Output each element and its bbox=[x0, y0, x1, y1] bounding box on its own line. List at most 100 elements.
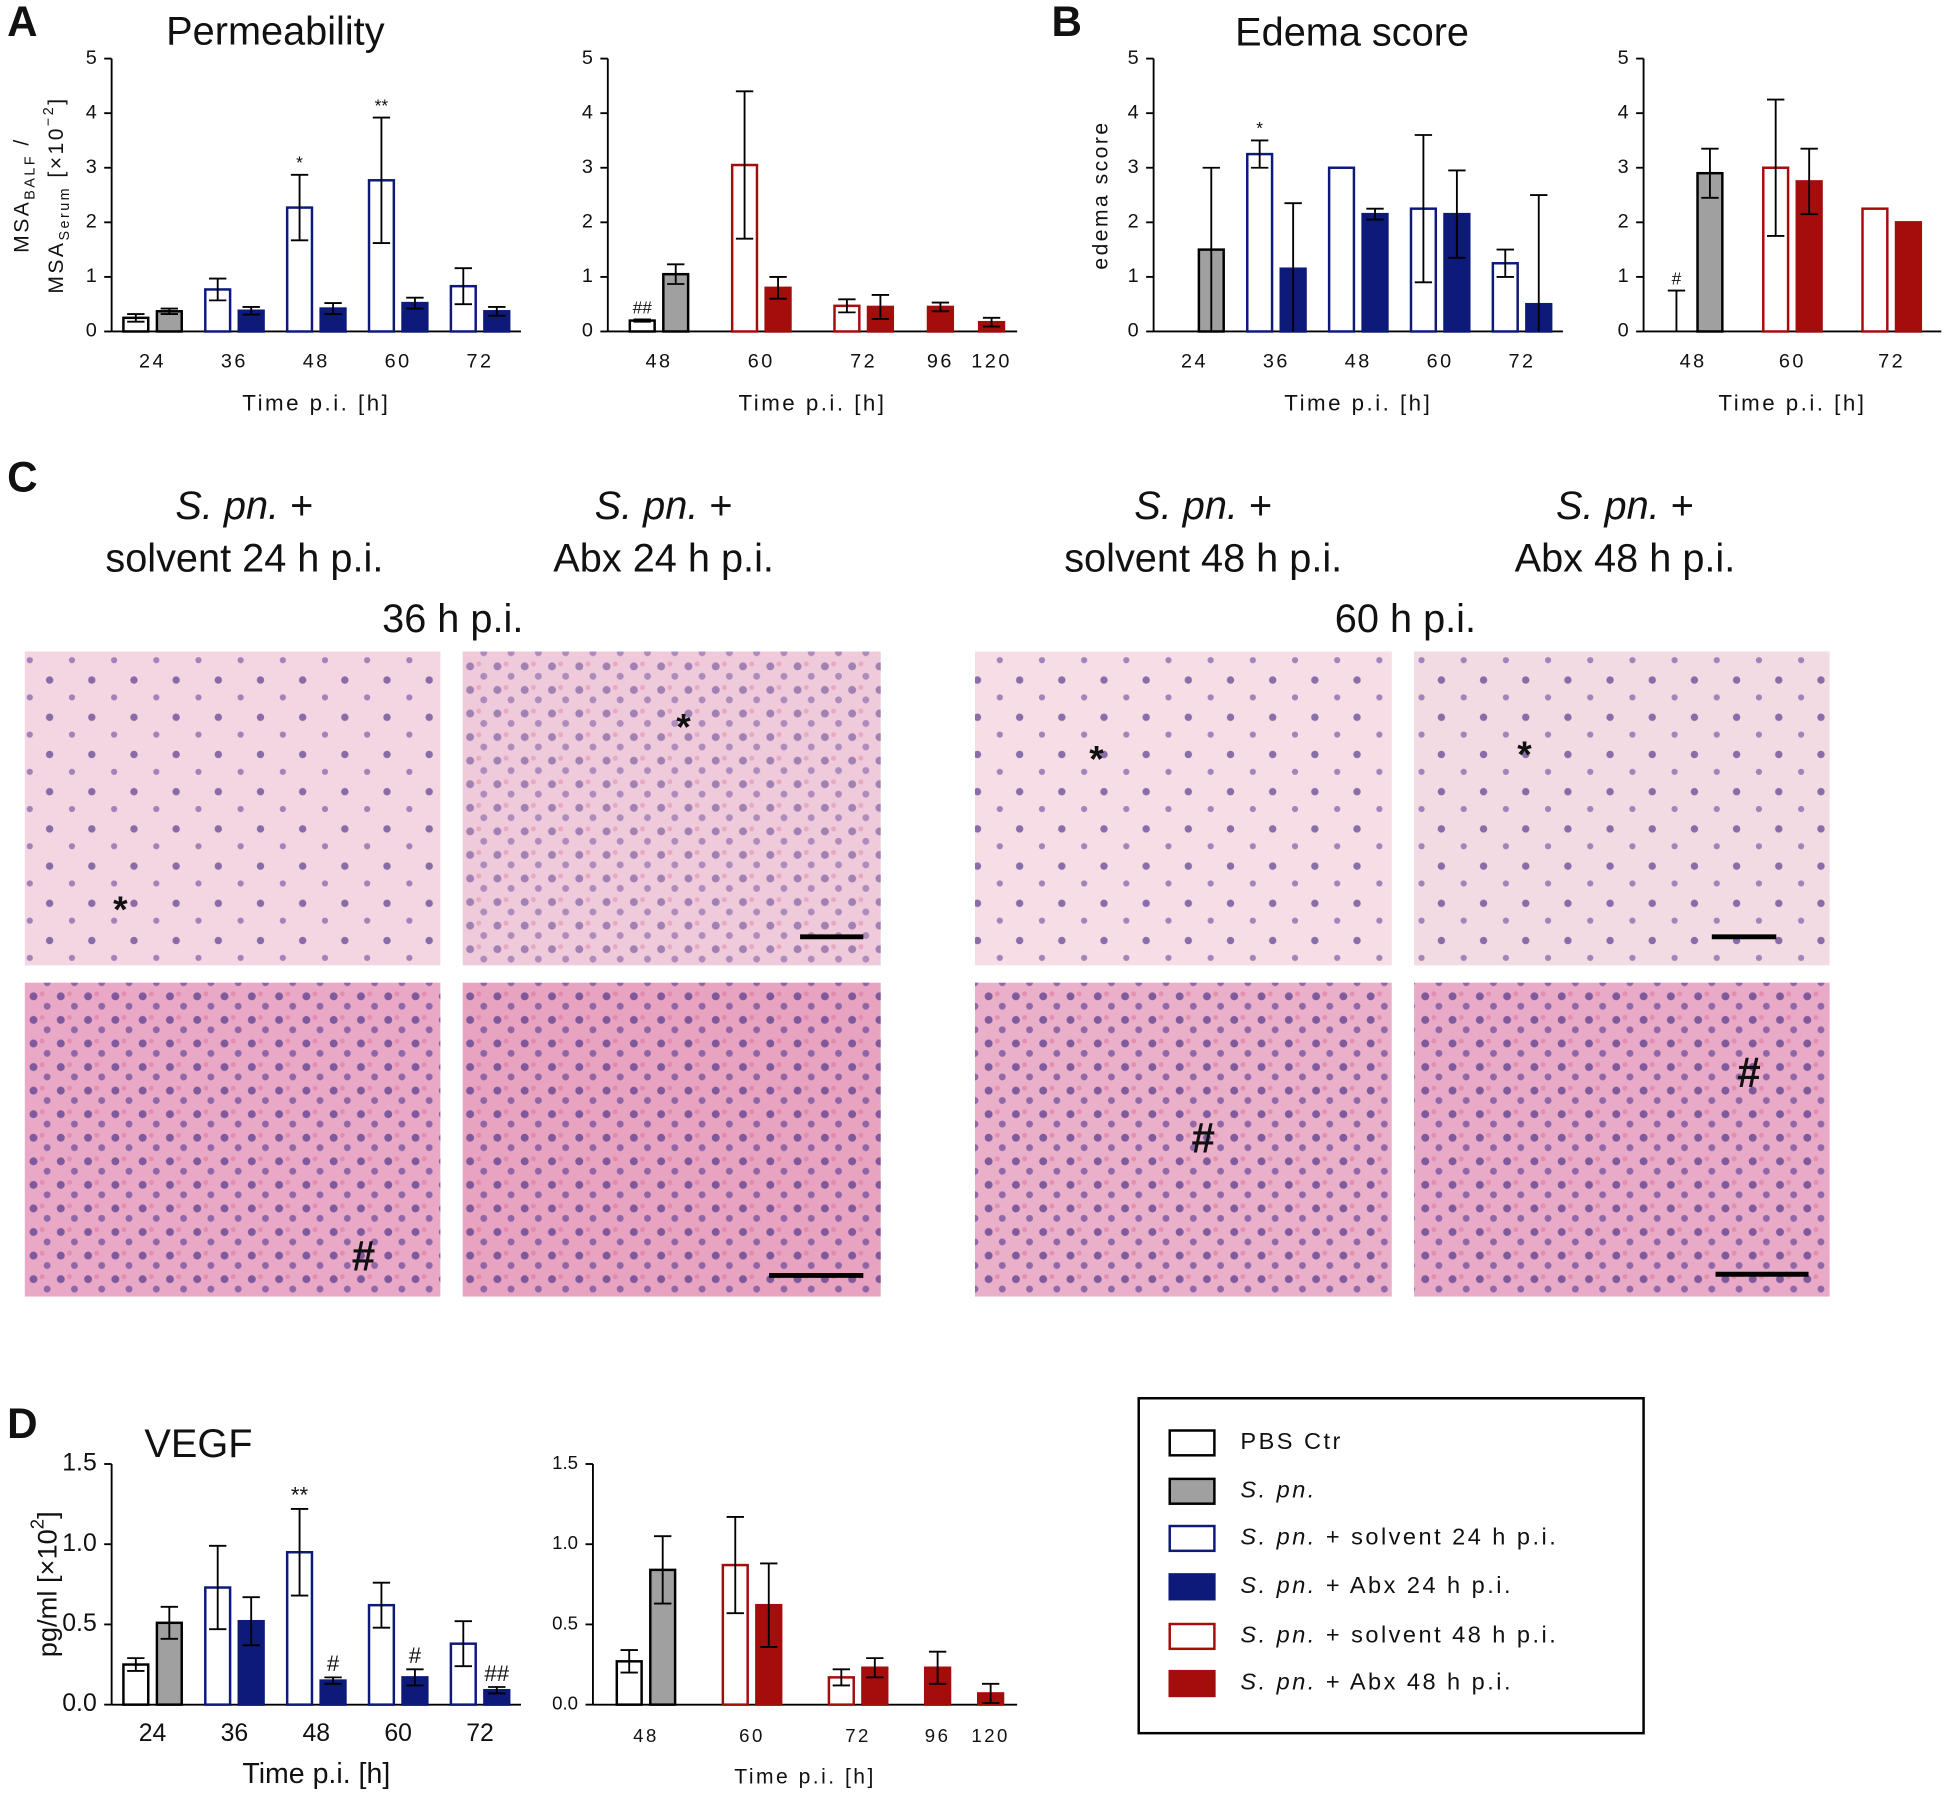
panel-letter: A bbox=[7, 0, 37, 45]
x-tick-label: 60 bbox=[1779, 351, 1806, 373]
significance-label: ** bbox=[291, 1483, 309, 1508]
text-part: [×10 bbox=[45, 126, 68, 186]
text-part: / bbox=[10, 137, 33, 154]
text-line: pg/ml [×102​] bbox=[27, 1511, 63, 1657]
text-part: PBS Ctr bbox=[1240, 1428, 1342, 1454]
text-part: S. pn. bbox=[1240, 1572, 1316, 1598]
legend-box bbox=[1137, 1397, 1645, 1735]
text-line: MSABALF​ / bbox=[10, 137, 38, 253]
significance-label: # bbox=[409, 1643, 422, 1668]
x-tick-label: 36 bbox=[221, 351, 248, 373]
y-tick-label: 0 bbox=[1128, 320, 1139, 342]
y-tick-label: 2 bbox=[582, 211, 593, 233]
text-line: edema score bbox=[1089, 120, 1112, 269]
text-part: + solvent 24 h p.i. bbox=[1317, 1524, 1558, 1550]
bar bbox=[1443, 212, 1471, 333]
bar bbox=[1246, 152, 1274, 333]
histology-texture bbox=[24, 982, 441, 1297]
text-line: S. pn. bbox=[1240, 1477, 1316, 1503]
x-axis-label: Time p.i. [h] bbox=[242, 1758, 390, 1790]
significance-label: # bbox=[1672, 268, 1682, 288]
group-label: 36 h p.i. bbox=[382, 597, 523, 641]
x-tick-label: 96 bbox=[925, 1725, 951, 1746]
y-tick-label: 3 bbox=[582, 156, 593, 178]
panel-header: Abx 24 h p.i. bbox=[553, 536, 774, 580]
significance-label: ## bbox=[633, 297, 653, 317]
y-tick-label: 1 bbox=[1128, 265, 1139, 287]
y-tick-label: 5 bbox=[1618, 47, 1629, 69]
y-tick-label: 0 bbox=[1618, 320, 1629, 342]
bar bbox=[861, 1666, 889, 1706]
y-tick-label: 1.5 bbox=[62, 1450, 96, 1477]
x-tick-label: 24 bbox=[139, 351, 166, 373]
y-tick-label: 5 bbox=[86, 47, 97, 69]
y-tick-label: 1 bbox=[1618, 265, 1629, 287]
text-part: MSA bbox=[45, 241, 68, 294]
y-tick-label: 3 bbox=[1128, 156, 1139, 178]
text-part: S. pn. bbox=[1240, 1669, 1316, 1695]
y-tick-label: 0 bbox=[582, 320, 593, 342]
x-tick-label: 36 bbox=[1263, 351, 1290, 373]
x-tick-label: 96 bbox=[927, 351, 954, 373]
legend-swatch bbox=[1168, 1622, 1216, 1651]
text-part: 2 bbox=[27, 1519, 48, 1529]
x-axis-label: Time p.i. [h] bbox=[1284, 391, 1432, 416]
histology-texture bbox=[462, 651, 881, 966]
y-tick-label: 2 bbox=[86, 211, 97, 233]
x-tick-label: 36 bbox=[221, 1720, 249, 1747]
y-tick-label: 0.5 bbox=[62, 1610, 96, 1637]
histology-texture bbox=[462, 982, 881, 1297]
y-tick-label: 5 bbox=[1128, 47, 1139, 69]
text-part: S. pn. bbox=[1240, 1477, 1316, 1503]
text-part: + Abx 48 h p.i. bbox=[1317, 1669, 1513, 1695]
text-part: + Abx 24 h p.i. bbox=[1317, 1572, 1513, 1598]
text-line: MSASerum​ [×10−2​] bbox=[41, 96, 73, 293]
x-tick-label: 72 bbox=[1878, 351, 1905, 373]
legend-swatch bbox=[1168, 1429, 1216, 1457]
text-part: S. pn. bbox=[175, 484, 279, 528]
x-tick-label: 48 bbox=[633, 1725, 659, 1746]
histology-marker: # bbox=[352, 1232, 375, 1279]
x-tick-label: 60 bbox=[384, 1720, 412, 1747]
x-tick-label: 60 bbox=[748, 351, 775, 373]
text-part: S. pn. bbox=[1240, 1524, 1316, 1550]
text-line: S. pn. + Abx 24 h p.i. bbox=[1240, 1572, 1513, 1598]
x-tick-label: 48 bbox=[303, 1720, 331, 1747]
y-tick-label: 2 bbox=[1128, 211, 1139, 233]
x-tick-label: 24 bbox=[139, 1720, 167, 1747]
bar bbox=[1894, 221, 1923, 333]
chart-title: Edema score bbox=[1235, 11, 1469, 55]
text-part: ] bbox=[45, 96, 68, 104]
text-line: S. pn. + solvent 48 h p.i. bbox=[1240, 1622, 1558, 1648]
text-line: S. pn. + solvent 24 h p.i. bbox=[1240, 1524, 1558, 1550]
y-tick-label: 4 bbox=[86, 101, 97, 123]
x-tick-label: 60 bbox=[385, 351, 412, 373]
y-tick-label: 1.0 bbox=[62, 1530, 96, 1557]
text-line: S. pn. + bbox=[1134, 484, 1272, 528]
significance-label: * bbox=[1256, 118, 1263, 138]
y-tick-label: 5 bbox=[582, 47, 593, 69]
text-part: S. pn. bbox=[1556, 484, 1660, 528]
x-tick-label: 72 bbox=[467, 351, 494, 373]
x-tick-label: 48 bbox=[1345, 351, 1372, 373]
x-tick-label: 24 bbox=[1181, 351, 1208, 373]
x-axis-label: Time p.i. [h] bbox=[242, 391, 390, 416]
text-part: S. pn. bbox=[1240, 1622, 1316, 1648]
y-tick-label: 0.0 bbox=[552, 1693, 578, 1714]
significance-label: # bbox=[327, 1651, 340, 1676]
y-tick-label: 1 bbox=[582, 265, 593, 287]
text-part: S. pn. bbox=[1134, 484, 1238, 528]
x-tick-label: 72 bbox=[845, 1725, 871, 1746]
panel-header: solvent 24 h p.i. bbox=[105, 536, 383, 580]
text-part: + solvent 48 h p.i. bbox=[1317, 1622, 1558, 1648]
text-part: Serum bbox=[57, 186, 73, 241]
bar bbox=[1327, 166, 1356, 333]
text-part: ] bbox=[32, 1511, 63, 1519]
histology-marker: * bbox=[1517, 733, 1532, 775]
bar bbox=[1762, 166, 1790, 333]
y-tick-label: 3 bbox=[86, 156, 97, 178]
y-tick-label: 0 bbox=[86, 320, 97, 342]
legend-swatch bbox=[1168, 1669, 1216, 1698]
panel-header: solvent 48 h p.i. bbox=[1064, 536, 1342, 580]
